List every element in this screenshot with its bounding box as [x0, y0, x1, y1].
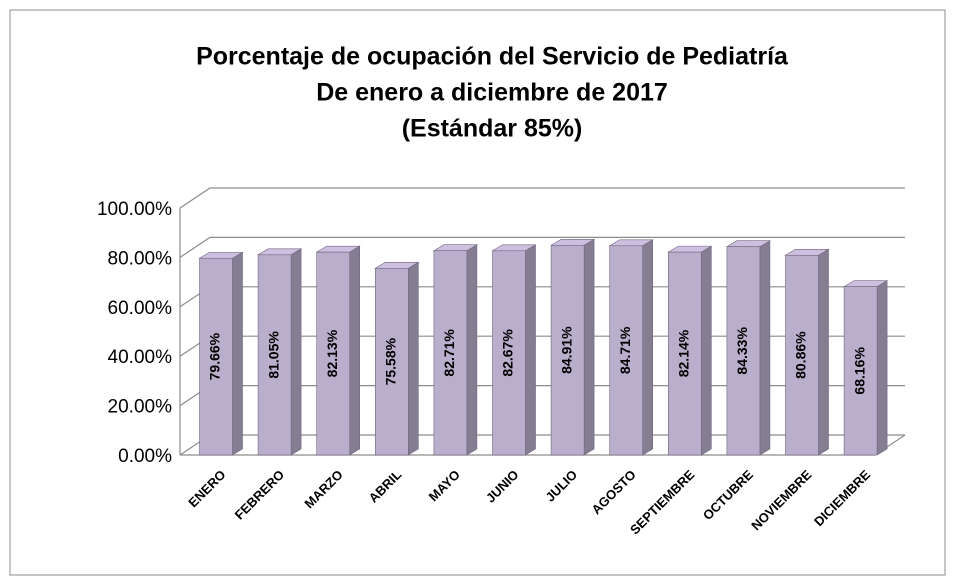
bar-side	[466, 244, 478, 456]
bar	[316, 251, 351, 456]
bar-side	[759, 240, 771, 456]
y-tick-label: 100.00%	[97, 199, 172, 220]
y-tick-label: 0.00%	[118, 446, 172, 467]
value-label: 84.71%	[617, 326, 633, 374]
bar	[374, 268, 409, 456]
value-label: 84.91%	[558, 326, 574, 374]
bar-side	[407, 261, 419, 456]
value-label: 82.14%	[676, 329, 692, 377]
value-label: 68.16%	[851, 347, 867, 395]
bar	[667, 251, 702, 456]
y-tick-label: 40.00%	[108, 347, 173, 368]
bar	[433, 250, 468, 456]
value-label: 82.13%	[324, 329, 340, 377]
bar-side	[349, 245, 361, 456]
bar-side	[525, 244, 536, 456]
bar	[785, 254, 819, 456]
bar-side	[700, 245, 712, 456]
grid-line	[179, 187, 905, 209]
y-tick-label: 80.00%	[108, 248, 173, 269]
bar	[550, 244, 585, 456]
y-tick-label: 60.00%	[108, 298, 173, 319]
bar	[726, 246, 761, 456]
value-label: 81.05%	[265, 331, 281, 379]
bar	[199, 257, 233, 456]
value-label: 75.58%	[383, 337, 399, 385]
bar-side	[232, 251, 243, 456]
grid-line	[179, 236, 905, 258]
chart-title: (Estándar 85%)	[402, 115, 583, 143]
bar-side	[642, 239, 654, 456]
bar-side	[583, 238, 595, 456]
bar	[257, 254, 292, 456]
bar	[843, 286, 878, 456]
chart-title: Porcentaje de ocupación del Servicio de …	[196, 43, 789, 71]
bar	[609, 245, 644, 456]
value-label: 79.66%	[207, 332, 223, 380]
bar-side	[876, 280, 888, 456]
value-label: 84.33%	[734, 327, 750, 375]
y-tick-label: 20.00%	[108, 397, 173, 418]
chart-title: De enero a diciembre de 2017	[316, 79, 668, 107]
value-label: 82.71%	[441, 329, 457, 377]
value-label: 80.86%	[793, 331, 809, 379]
bar-side	[818, 248, 829, 456]
bar	[492, 250, 526, 456]
bar-side	[290, 248, 302, 456]
value-label: 82.67%	[500, 329, 516, 377]
